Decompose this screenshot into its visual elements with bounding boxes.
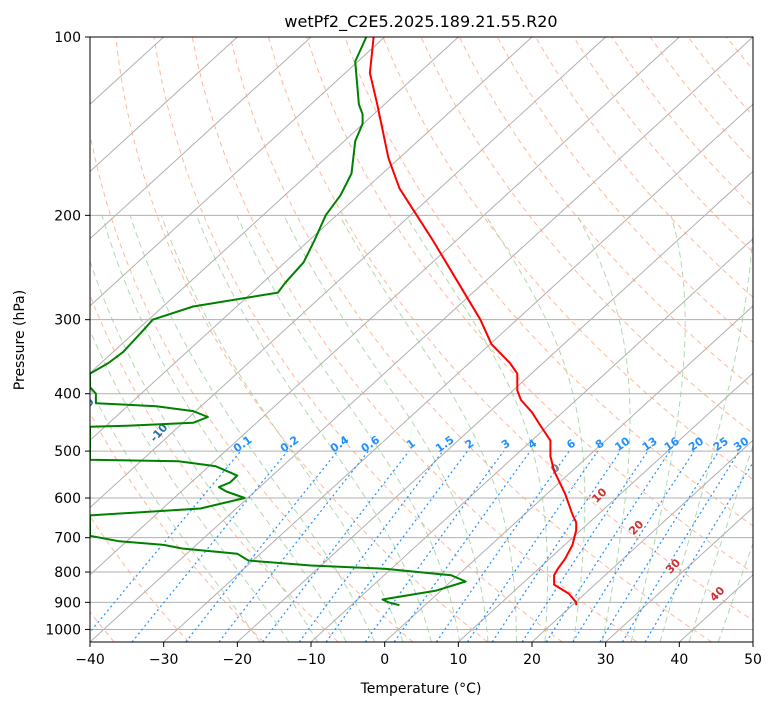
isotherm-line (90, 37, 386, 307)
mixing-ratio-line (599, 450, 720, 642)
y-tick-label: 900 (54, 595, 81, 611)
isotherm-line (90, 37, 533, 442)
dry-adiabat-line (90, 412, 264, 642)
x-tick-label: −40 (75, 652, 105, 668)
y-axis-title: Pressure (hPa) (12, 290, 28, 390)
x-axis-title: Temperature (°C) (360, 681, 482, 697)
moist-adiabat-line (576, 215, 631, 642)
dry-adiabat-label: -20 (74, 395, 97, 419)
moist-adiabat-line (160, 215, 404, 642)
temperature-profile-line (368, 37, 578, 606)
isotherm-line (163, 103, 753, 642)
moist-adiabat-line (101, 215, 347, 642)
mixing-ratio-line (325, 450, 468, 642)
x-axis: −40 −30 −20 −10 0 10 20 30 40 50 (75, 642, 762, 668)
dry-adiabat-line (268, 37, 753, 622)
x-tick-label: 0 (380, 652, 389, 668)
moist-adiabat-line (196, 215, 432, 642)
x-tick-label: 20 (523, 652, 541, 668)
isotherm-line (384, 305, 753, 642)
y-tick-label: 300 (54, 313, 81, 329)
mixing-ratio-line (644, 461, 753, 642)
dry-adiabat-line (344, 37, 753, 527)
isotherm-line (90, 37, 753, 642)
y-tick-label: 200 (54, 208, 81, 224)
y-tick-label: 500 (54, 444, 81, 460)
moist-adiabat-line (688, 443, 753, 642)
moist-adiabat-line (90, 387, 261, 642)
mixing-ratio-line (393, 450, 531, 642)
isotherm-line (531, 439, 753, 642)
y-tick-label: 1000 (45, 622, 81, 638)
y-tick-label: 800 (54, 565, 81, 581)
background-lines (90, 37, 775, 642)
moist-adiabat-line (405, 215, 548, 642)
isotherm-line (90, 37, 459, 374)
plot-frame (89, 36, 754, 643)
isotherm-line (90, 37, 238, 173)
isotherm-line (752, 641, 753, 642)
isotherm-line (457, 372, 753, 642)
y-tick-label: 100 (54, 30, 81, 46)
dry-adiabat-line (496, 37, 753, 344)
moist-adiabat-line (90, 259, 319, 642)
moist-adiabat-line (485, 215, 586, 642)
dry-adiabat-line (458, 37, 753, 389)
dry-adiabat-line (306, 37, 753, 574)
mixing-ratio-line (621, 450, 740, 642)
y-tick-label: 600 (54, 491, 81, 507)
chart-title: wetPf2_C2E5.2025.189.21.55.R20 (284, 12, 557, 32)
moist-adiabat-line (630, 215, 686, 642)
isotherm-line (605, 506, 753, 642)
moist-adiabat-line (339, 215, 517, 642)
dry-adiabat-line (90, 131, 414, 642)
x-tick-label: −30 (149, 652, 179, 668)
x-tick-label: −10 (296, 652, 326, 668)
x-tick-label: 40 (670, 652, 688, 668)
isotherm-line (90, 37, 312, 240)
y-tick-label: 700 (54, 531, 81, 547)
x-tick-label: −20 (223, 652, 253, 668)
moist-adiabat-line (236, 215, 461, 642)
y-tick-label: 400 (54, 387, 81, 403)
mixing-ratio-line (131, 450, 289, 642)
dry-adiabat-line (229, 37, 712, 642)
mixing-ratio-line (90, 450, 242, 633)
y-axis: 100 200 300 400 500 600 700 800 900 1000 (45, 30, 90, 638)
x-tick-label: 50 (744, 652, 762, 668)
mixing-ratio-line (545, 450, 671, 642)
dry-adiabat-line (153, 37, 563, 642)
profiles (90, 37, 578, 607)
x-tick-label: 30 (597, 652, 615, 668)
dry-adiabat-line (115, 37, 488, 642)
dry-adiabat-line (90, 515, 190, 642)
dry-adiabat-line (90, 293, 339, 642)
dry-adiabat-line (765, 37, 775, 642)
isotherm-line (90, 37, 607, 509)
mixing-ratio-line (262, 450, 410, 642)
isotherm-line (310, 237, 753, 642)
mixing-ratio-line (364, 450, 505, 642)
moist-adiabat-line (129, 215, 376, 642)
mixing-ratio-label: 36 (752, 434, 772, 454)
mixing-ratio-line (521, 450, 649, 642)
x-tick-label: 10 (449, 652, 467, 668)
dewpoint-profile-line (90, 37, 467, 607)
isotherm-line (236, 170, 753, 642)
